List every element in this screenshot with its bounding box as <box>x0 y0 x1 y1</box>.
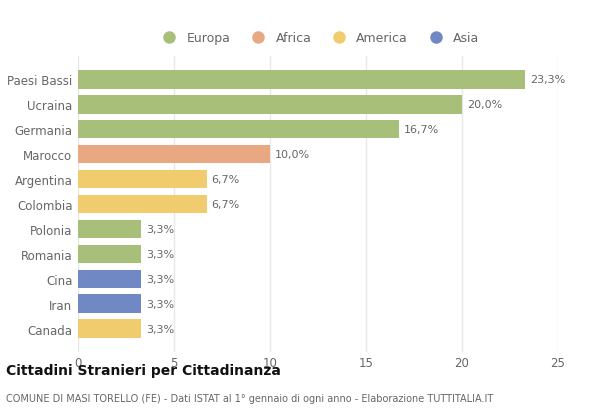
Bar <box>78 220 142 239</box>
Bar <box>78 320 142 338</box>
Text: 3,3%: 3,3% <box>146 249 174 259</box>
Text: 3,3%: 3,3% <box>146 299 174 309</box>
Text: 6,7%: 6,7% <box>211 175 239 184</box>
Text: Cittadini Stranieri per Cittadinanza: Cittadini Stranieri per Cittadinanza <box>6 363 281 377</box>
Text: 3,3%: 3,3% <box>146 324 174 334</box>
Legend: Europa, Africa, America, Asia: Europa, Africa, America, Asia <box>157 32 479 45</box>
Text: 20,0%: 20,0% <box>467 100 502 110</box>
Text: COMUNE DI MASI TORELLO (FE) - Dati ISTAT al 1° gennaio di ogni anno - Elaborazio: COMUNE DI MASI TORELLO (FE) - Dati ISTAT… <box>6 393 493 403</box>
Bar <box>78 245 142 264</box>
Bar <box>78 121 398 139</box>
Text: 3,3%: 3,3% <box>146 274 174 284</box>
Bar <box>78 270 142 288</box>
Text: 16,7%: 16,7% <box>403 125 439 135</box>
Text: 10,0%: 10,0% <box>275 150 310 160</box>
Text: 3,3%: 3,3% <box>146 225 174 234</box>
Bar <box>78 295 142 313</box>
Bar <box>78 195 206 214</box>
Bar <box>78 170 206 189</box>
Bar <box>78 145 270 164</box>
Text: 23,3%: 23,3% <box>530 75 565 85</box>
Bar <box>78 96 462 114</box>
Text: 6,7%: 6,7% <box>211 200 239 209</box>
Bar <box>78 71 526 89</box>
